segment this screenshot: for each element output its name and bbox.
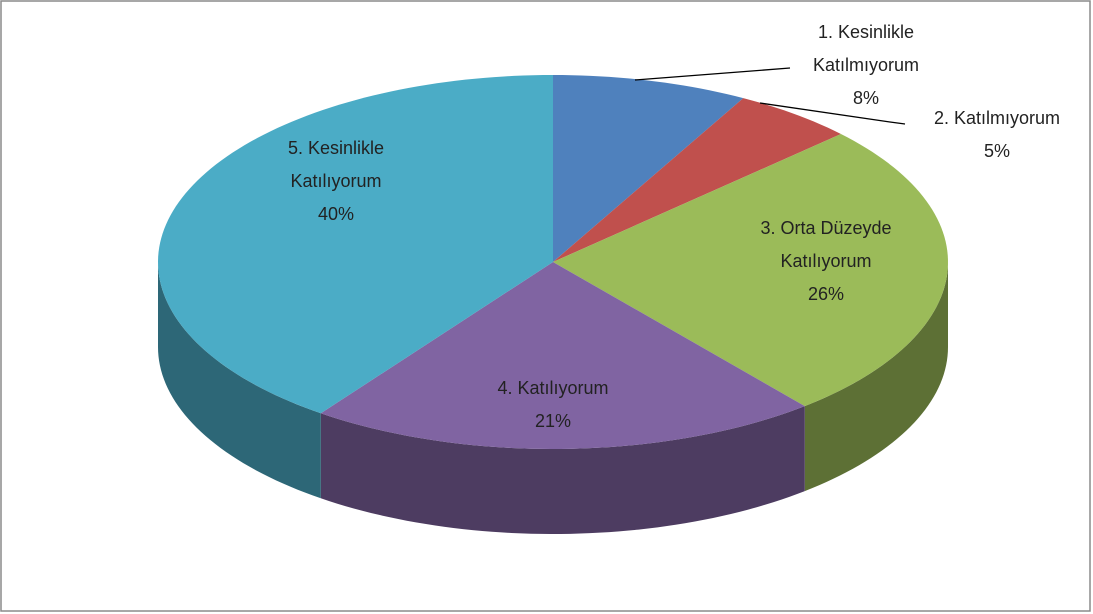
data-label: 3. Orta Düzeyde Katılıyorum 26% [741, 212, 911, 311]
pie-slice [553, 75, 744, 262]
pie-slice [320, 262, 805, 449]
leader-line [759, 102, 906, 125]
category-label: 1. Kesinlikle Katılmıyorum [812, 22, 920, 75]
pie-slice [553, 98, 841, 263]
value-label: 5% [983, 141, 1010, 161]
value-label: 21% [534, 411, 572, 431]
category-label: 2. Katılmıyorum [933, 108, 1061, 128]
pie-slice-side [320, 406, 805, 534]
data-label: 5. Kesinlikle Katılıyorum 40% [271, 132, 401, 231]
pie-slice-side [804, 262, 948, 492]
value-label: 40% [317, 204, 355, 224]
value-label: 8% [852, 88, 879, 108]
pie-slice-side [158, 262, 321, 499]
data-label: 4. Katılıyorum 21% [453, 372, 653, 438]
value-label: 26% [807, 284, 845, 304]
leader-line [634, 67, 791, 81]
pie-slice [158, 75, 554, 414]
pie-slice [553, 133, 948, 407]
pie [158, 75, 948, 534]
category-label: 5. Kesinlikle Katılıyorum [287, 138, 385, 191]
category-label: 3. Orta Düzeyde Katılıyorum [760, 218, 892, 271]
data-label: 2. Katılmıyorum 5% [897, 102, 1093, 168]
category-label: 4. Katılıyorum [497, 378, 609, 398]
data-label: 1. Kesinlikle Katılmıyorum 8% [791, 16, 941, 115]
